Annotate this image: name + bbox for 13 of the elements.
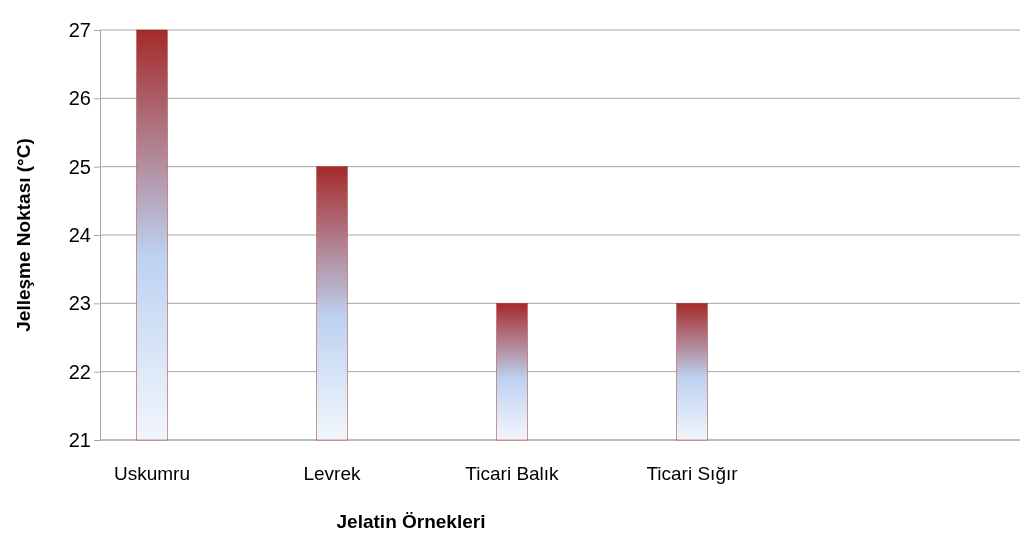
y-tick-label: 25 [68, 155, 91, 178]
x-tick-label: Ticari Balık [465, 463, 560, 484]
y-tick-label: 22 [68, 360, 91, 383]
x-tick-label: Ticari Sığır [646, 463, 739, 484]
y-tick-label: 24 [68, 223, 91, 246]
x-tick-label: Levrek [303, 463, 362, 484]
y-tick-label: 21 [68, 428, 91, 451]
y-tick-label: 23 [68, 292, 91, 315]
y-tick-label: 26 [68, 87, 91, 110]
x-axis-title: Jelatin Örnekleri [336, 511, 486, 532]
y-axis-title: Jelleşme Noktası (°C) [13, 138, 34, 332]
x-tick-label: Uskumru [113, 463, 191, 484]
y-tick-label: 27 [68, 18, 91, 41]
